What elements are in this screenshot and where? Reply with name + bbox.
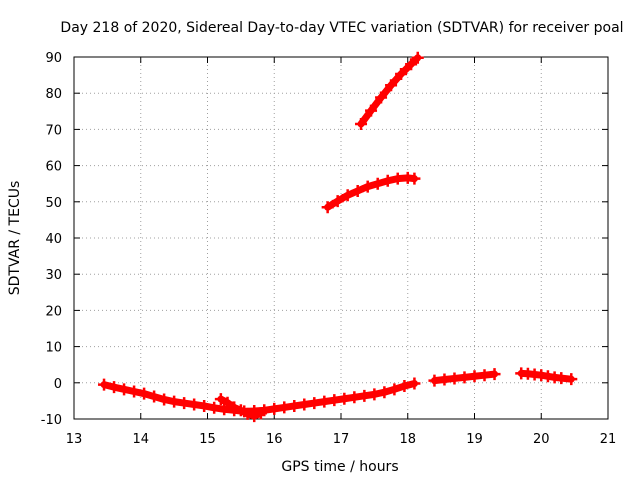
data-layer: [98, 51, 578, 423]
data-point: [361, 180, 374, 193]
data-point: [268, 402, 281, 415]
data-point: [365, 104, 378, 117]
x-tick-label: 18: [399, 432, 416, 447]
data-point: [381, 174, 394, 187]
data-point: [428, 374, 441, 387]
data-point: [138, 387, 151, 400]
x-tick-label: 17: [333, 432, 350, 447]
data-point: [391, 172, 404, 185]
data-point: [288, 399, 301, 412]
chart-title: Day 218 of 2020, Sidereal Day-to-day VTE…: [60, 20, 623, 36]
y-tick-label: 0: [54, 377, 62, 392]
data-point: [378, 386, 391, 399]
data-point: [298, 398, 311, 411]
x-tick-label: 19: [466, 432, 483, 447]
data-point: [168, 395, 181, 408]
data-point: [248, 410, 261, 423]
x-tick-label: 14: [132, 432, 149, 447]
tick-label-layer: 13 14 15 16 17 18 19 20 21 -10 0 10 20 30 40 50 60 70 80 90: [41, 51, 617, 447]
y-tick-label: 70: [45, 123, 62, 138]
y-tick-label: -10: [41, 413, 62, 428]
data-point: [555, 372, 568, 385]
y-tick-label: 30: [45, 268, 62, 283]
data-point: [358, 389, 371, 402]
data-point: [355, 117, 368, 130]
data-point: [565, 373, 578, 386]
data-point: [408, 172, 421, 185]
data-point: [368, 388, 381, 401]
y-tick-label: 90: [45, 51, 62, 66]
x-tick-label: 13: [66, 432, 83, 447]
data-point: [411, 51, 424, 64]
data-point: [371, 177, 384, 190]
x-tick-label: 21: [600, 432, 617, 447]
data-point: [341, 189, 354, 202]
data-point: [351, 184, 364, 197]
y-axis-title: SDTVAR / TECUs: [7, 181, 23, 296]
y-tick-label: 50: [45, 196, 62, 211]
data-point: [398, 380, 411, 393]
y-tick-label: 80: [45, 87, 62, 102]
data-point: [478, 369, 491, 382]
data-point: [118, 383, 131, 396]
data-point: [405, 58, 418, 71]
data-point: [458, 371, 471, 384]
data-point: [98, 378, 111, 391]
x-tick-label: 15: [199, 432, 216, 447]
data-point: [375, 91, 388, 104]
grid-layer: [74, 57, 608, 419]
data-point: [208, 401, 221, 414]
data-point: [254, 407, 267, 420]
data-point: [395, 68, 408, 81]
data-point: [228, 401, 241, 414]
data-point: [178, 397, 191, 410]
data-point: [278, 401, 291, 414]
y-tick-label: 10: [45, 341, 62, 356]
data-point: [388, 383, 401, 396]
data-point: [348, 391, 361, 404]
x-axis-title: GPS time / hours: [281, 459, 398, 475]
data-point: [318, 395, 331, 408]
tick-layer: [73, 56, 609, 420]
data-point: [328, 394, 341, 407]
data-point: [385, 79, 398, 92]
data-point: [108, 381, 121, 394]
data-point: [158, 393, 171, 406]
data-point: [188, 398, 201, 411]
data-point: [321, 201, 334, 214]
y-tick-label: 20: [45, 304, 62, 319]
data-point: [148, 390, 161, 403]
data-point: [214, 393, 227, 406]
data-point: [488, 368, 501, 381]
data-point: [128, 385, 141, 398]
data-point: [338, 392, 351, 405]
x-tick-label: 20: [533, 432, 550, 447]
data-point: [308, 397, 321, 410]
data-point: [241, 407, 254, 420]
x-tick-label: 16: [266, 432, 283, 447]
data-point: [448, 372, 461, 385]
data-point: [221, 396, 234, 409]
data-point: [234, 404, 247, 417]
data-point: [408, 377, 421, 390]
data-point: [438, 373, 451, 386]
series-5-trace: [324, 174, 418, 211]
data-point: [331, 195, 344, 208]
y-tick-label: 40: [45, 232, 62, 247]
series-6-trace: [357, 54, 422, 128]
y-tick-label: 60: [45, 160, 62, 175]
data-point: [218, 403, 231, 416]
data-point: [198, 399, 211, 412]
data-point: [468, 370, 481, 383]
